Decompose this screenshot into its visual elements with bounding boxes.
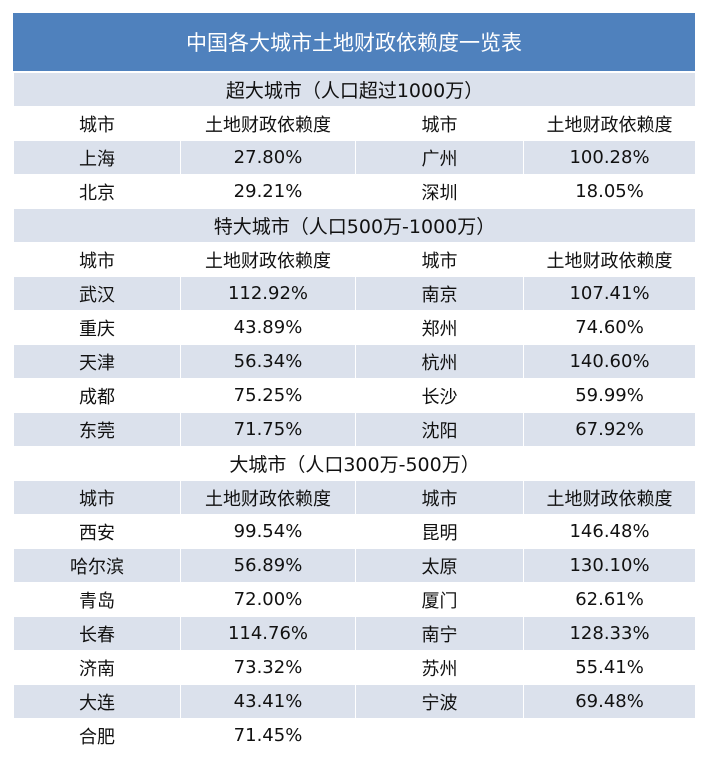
section-label: 特大城市（人口500万-1000万） — [12, 208, 697, 243]
column-header-city: 城市 — [355, 480, 524, 515]
table-row: 成都 75.25% 长沙 59.99% — [13, 378, 697, 413]
section-row: 特大城市（人口500万-1000万） — [12, 208, 697, 243]
city-cell: 南宁 — [355, 616, 524, 651]
city-cell: 太原 — [355, 548, 524, 583]
ratio-cell: 114.76% — [180, 616, 356, 651]
city-cell: 合肥 — [13, 718, 181, 753]
city-cell: 北京 — [13, 174, 181, 209]
table-row: 东莞 71.75% 沈阳 67.92% — [13, 412, 697, 447]
dependency-table: 超大城市（人口超过1000万） 城市 土地财政依赖度 城市 土地财政依赖度 上海 27.80… — [12, 72, 697, 753]
section-row: 大城市（人口300万-500万） — [12, 446, 697, 481]
ratio-cell: 74.60% — [522, 310, 697, 345]
ratio-cell: 73.32% — [180, 650, 356, 685]
column-header-ratio: 土地财政依赖度 — [522, 480, 697, 515]
table-title: 中国各大城市土地财政依赖度一览表 — [13, 13, 695, 72]
table-row: 大连 43.41% 宁波 69.48% — [13, 684, 697, 719]
ratio-cell: 56.89% — [180, 548, 356, 583]
city-cell: 杭州 — [355, 344, 524, 379]
city-cell: 沈阳 — [355, 412, 524, 447]
ratio-cell: 128.33% — [522, 616, 697, 651]
city-cell: 武汉 — [13, 276, 181, 311]
ratio-cell: 67.92% — [522, 412, 697, 447]
table-row: 青岛 72.00% 厦门 62.61% — [13, 582, 697, 617]
ratio-cell: 130.10% — [522, 548, 697, 583]
table-row: 济南 73.32% 苏州 55.41% — [13, 650, 697, 685]
table-row: 合肥 71.45% — [13, 718, 697, 753]
column-header-city: 城市 — [13, 242, 181, 277]
column-header-city: 城市 — [355, 106, 524, 141]
ratio-cell: 146.48% — [522, 514, 697, 549]
city-cell: 深圳 — [355, 174, 524, 209]
city-cell: 广州 — [355, 140, 524, 175]
city-cell: 哈尔滨 — [13, 548, 181, 583]
ratio-cell: 112.92% — [180, 276, 356, 311]
table-row: 西安 99.54% 昆明 146.48% — [13, 514, 697, 549]
ratio-cell: 72.00% — [180, 582, 356, 617]
ratio-cell: 43.41% — [180, 684, 356, 719]
ratio-cell: 55.41% — [522, 650, 697, 685]
section-label: 大城市（人口300万-500万） — [12, 446, 697, 481]
ratio-cell: 56.34% — [180, 344, 356, 379]
column-header-ratio: 土地财政依赖度 — [522, 242, 697, 277]
city-cell: 济南 — [13, 650, 181, 685]
ratio-cell: 71.45% — [180, 718, 356, 753]
ratio-cell: 59.99% — [522, 378, 697, 413]
column-header-ratio: 土地财政依赖度 — [180, 480, 356, 515]
ratio-cell: 27.80% — [180, 140, 356, 175]
ratio-cell: 99.54% — [180, 514, 356, 549]
city-cell: 长沙 — [355, 378, 524, 413]
ratio-cell: 71.75% — [180, 412, 356, 447]
table-row: 哈尔滨 56.89% 太原 130.10% — [13, 548, 697, 583]
city-cell: 南京 — [355, 276, 524, 311]
table-row: 长春 114.76% 南宁 128.33% — [13, 616, 697, 651]
ratio-cell — [522, 718, 697, 753]
header-row: 城市 土地财政依赖度 城市 土地财政依赖度 — [13, 242, 697, 277]
column-header-city: 城市 — [355, 242, 524, 277]
section-row: 超大城市（人口超过1000万） — [12, 72, 697, 107]
column-header-ratio: 土地财政依赖度 — [180, 242, 356, 277]
city-cell: 上海 — [13, 140, 181, 175]
column-header-city: 城市 — [13, 106, 181, 141]
ratio-cell: 100.28% — [522, 140, 697, 175]
city-cell — [355, 718, 524, 753]
city-cell: 昆明 — [355, 514, 524, 549]
column-header-ratio: 土地财政依赖度 — [522, 106, 697, 141]
city-cell: 郑州 — [355, 310, 524, 345]
header-row: 城市 土地财政依赖度 城市 土地财政依赖度 — [13, 106, 697, 141]
city-cell: 成都 — [13, 378, 181, 413]
ratio-cell: 29.21% — [180, 174, 356, 209]
ratio-cell: 62.61% — [522, 582, 697, 617]
city-cell: 大连 — [13, 684, 181, 719]
ratio-cell: 69.48% — [522, 684, 697, 719]
city-cell: 厦门 — [355, 582, 524, 617]
city-cell: 苏州 — [355, 650, 524, 685]
table-row: 上海 27.80% 广州 100.28% — [13, 140, 697, 175]
ratio-cell: 107.41% — [522, 276, 697, 311]
city-cell: 东莞 — [13, 412, 181, 447]
column-header-ratio: 土地财政依赖度 — [180, 106, 356, 141]
city-cell: 重庆 — [13, 310, 181, 345]
table-body: 超大城市（人口超过1000万） 城市 土地财政依赖度 城市 土地财政依赖度 上海 27.80… — [12, 72, 697, 753]
table-row: 北京 29.21% 深圳 18.05% — [13, 174, 697, 209]
header-row: 城市 土地财政依赖度 城市 土地财政依赖度 — [13, 480, 697, 515]
city-cell: 长春 — [13, 616, 181, 651]
table-row: 天津 56.34% 杭州 140.60% — [13, 344, 697, 379]
city-cell: 天津 — [13, 344, 181, 379]
ratio-cell: 18.05% — [522, 174, 697, 209]
city-cell: 西安 — [13, 514, 181, 549]
ratio-cell: 43.89% — [180, 310, 356, 345]
city-cell: 宁波 — [355, 684, 524, 719]
ratio-cell: 75.25% — [180, 378, 356, 413]
column-header-city: 城市 — [13, 480, 181, 515]
ratio-cell: 140.60% — [522, 344, 697, 379]
table-row: 武汉 112.92% 南京 107.41% — [13, 276, 697, 311]
city-cell: 青岛 — [13, 582, 181, 617]
land-finance-table-container: 中国各大城市土地财政依赖度一览表 超大城市（人口超过1000万） 城市 土地财政依赖… — [12, 13, 697, 753]
table-row: 重庆 43.89% 郑州 74.60% — [13, 310, 697, 345]
section-label: 超大城市（人口超过1000万） — [12, 72, 697, 107]
